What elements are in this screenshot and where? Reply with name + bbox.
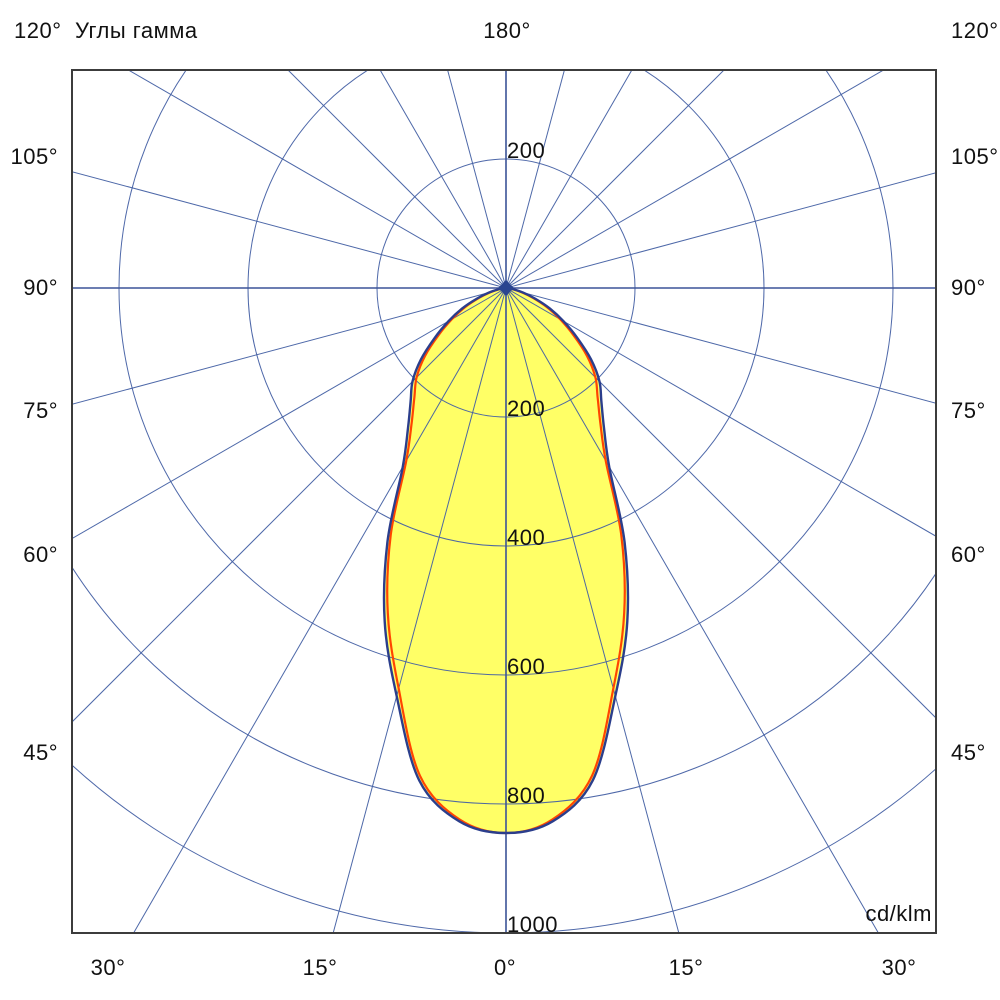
ring-label-600: 600 (507, 654, 546, 679)
gamma-label-right-60: 60° (951, 542, 986, 567)
gamma-label-left-105: 105° (10, 144, 58, 169)
gamma-label-left-75: 75° (23, 398, 58, 423)
gamma-label-top-right: 120° (951, 18, 999, 43)
gamma-label-bottom-30r: 30° (881, 955, 917, 980)
gamma-label-left-45: 45° (23, 740, 58, 765)
ring-label-400: 400 (507, 525, 546, 550)
ring-label-200: 200 (507, 396, 546, 421)
gamma-label-right-75: 75° (951, 398, 986, 423)
gamma-label-right-90: 90° (951, 275, 986, 300)
gamma-label-bottom-15r: 15° (668, 955, 704, 980)
ring-label-200-upper: 200 (507, 138, 546, 163)
gamma-label-bottom-15l: 15° (302, 955, 338, 980)
gamma-label-bottom-30l: 30° (90, 955, 126, 980)
gamma-label-top-left: 120° (14, 18, 62, 43)
gamma-label-right-45: 45° (951, 740, 986, 765)
gamma-label-left-90: 90° (23, 275, 58, 300)
chart-title: Углы гамма (75, 18, 198, 43)
unit-label: cd/klm (865, 901, 932, 926)
gamma-label-top-center: 180° (483, 18, 531, 43)
gamma-label-bottom-0: 0° (493, 955, 517, 980)
ring-label-800: 800 (507, 783, 546, 808)
gamma-label-left-60: 60° (23, 542, 58, 567)
gamma-label-right-105: 105° (951, 144, 999, 169)
ring-label-1000: 1000 (507, 912, 558, 937)
